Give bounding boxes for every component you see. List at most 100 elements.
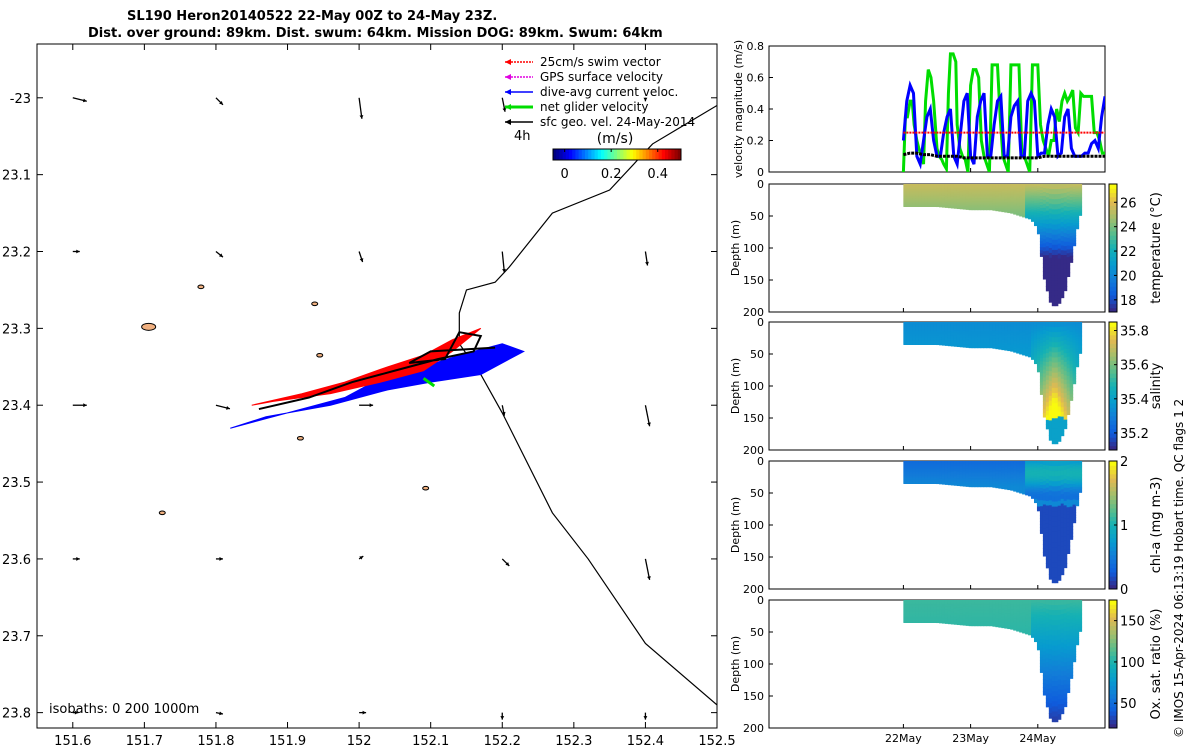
chla-cell (1039, 473, 1044, 477)
salinity-cell (1016, 332, 1020, 335)
temperature-cell (1063, 259, 1068, 265)
chla-cell (1019, 474, 1023, 477)
chla-cell (989, 464, 994, 466)
temperature-cell (1007, 201, 1011, 204)
chla-cell (983, 480, 988, 482)
speed-colorbar-cell (639, 149, 644, 160)
oxsat-cell (915, 611, 919, 613)
temperature-cell (947, 204, 952, 207)
chla-colorbar-cell (1109, 584, 1117, 590)
temperature-cell (977, 200, 982, 202)
chla-colorbar-cell (1109, 499, 1117, 505)
salinity-cell (1063, 419, 1068, 425)
temperature-cell (921, 200, 925, 203)
salinity-cell (968, 322, 973, 324)
salinity-cell (1057, 322, 1062, 328)
salinity-cell (1042, 365, 1047, 371)
salinity-colorbar-cell (1109, 441, 1117, 447)
salinity-cell (989, 333, 994, 336)
temperature-cell (1013, 204, 1017, 206)
chla-cell (944, 479, 949, 482)
salinity-cell (944, 325, 949, 328)
temperature-cell (947, 184, 952, 186)
temperature-cell (1004, 202, 1008, 205)
salinity-cell (1007, 338, 1011, 341)
salinity-cell (1051, 327, 1056, 333)
temperature-cell (930, 191, 934, 193)
salinity-cell (1051, 347, 1056, 353)
chla-cell (909, 472, 913, 474)
salinity-cell (903, 330, 907, 332)
chla-cell (915, 468, 919, 470)
chla-cell (1001, 473, 1005, 476)
salinity-cell (1042, 409, 1047, 414)
chla-cell (971, 478, 976, 480)
temperature-cell (950, 186, 955, 189)
salinity-cell (1078, 349, 1083, 352)
chla-cell (1016, 473, 1020, 476)
oxsat-cell (924, 611, 928, 613)
temperature-cell (1054, 184, 1059, 190)
salinity-cell (1039, 379, 1044, 383)
salinity-cell (933, 336, 937, 338)
chla-cell (992, 482, 997, 485)
salinity-cell (918, 323, 922, 326)
oxsat-cell (915, 606, 919, 609)
salinity-cell (1004, 335, 1008, 338)
salinity-cell (912, 323, 916, 326)
chla-cell (1010, 482, 1014, 485)
temperature-cell (977, 204, 982, 206)
chla-cell (956, 474, 961, 476)
salinity-cell (1060, 350, 1065, 356)
temperature-cell (1057, 273, 1062, 279)
chla-cell (989, 482, 994, 485)
oxsat-cell (906, 617, 910, 620)
chla-cell (953, 462, 958, 464)
chla-cell (1075, 461, 1080, 464)
salinity-cell (921, 322, 925, 324)
oxsat-cell (921, 600, 925, 603)
oxsat-cell (921, 603, 925, 606)
oxsat-cell (909, 620, 913, 623)
salinity-cell (1004, 328, 1008, 331)
temperature-cell (992, 202, 997, 205)
salinity-cell (1025, 323, 1029, 326)
salinity-cell (1066, 364, 1071, 369)
salinity-cell (936, 322, 940, 325)
chla-cell (936, 467, 940, 470)
salinity-cell (977, 345, 982, 348)
chla-cell (1078, 462, 1083, 465)
chla-cell (936, 461, 940, 464)
speed-colorbar-cell (677, 149, 682, 160)
temperature-cell (906, 194, 910, 196)
oxsat-cell (903, 612, 907, 614)
chla-cell (980, 468, 985, 471)
salinity-cell (944, 328, 949, 331)
temperature-cell (930, 204, 934, 207)
salinity-cell (1028, 342, 1032, 345)
salinity-cell (1075, 351, 1080, 355)
chla-cell (998, 485, 1002, 488)
salinity-cell (903, 340, 907, 343)
salinity-cell (977, 332, 982, 335)
salinity-cell (1028, 339, 1032, 342)
oxsat-cell (921, 601, 925, 604)
temperature-cell (1007, 200, 1011, 203)
chla-cell (1054, 526, 1059, 533)
salinity-cell (939, 335, 943, 337)
temperature-cell (983, 206, 988, 209)
temperature-cell (1051, 229, 1056, 236)
salinity-cell (1054, 408, 1059, 414)
chla-cell (903, 471, 907, 473)
salinity-cell (971, 340, 976, 342)
velocity-ytick-label: 0.8 (747, 40, 765, 53)
salinity-colorbar-cell (1109, 334, 1117, 340)
salinity-cell (980, 341, 985, 343)
chla-cell (944, 470, 949, 473)
salinity-cell (995, 333, 999, 335)
chla-cell (974, 470, 979, 473)
salinity-cell (915, 339, 919, 342)
salinity-cell (983, 345, 988, 348)
chla-cell (927, 472, 931, 474)
temperature-cell (1001, 187, 1005, 190)
